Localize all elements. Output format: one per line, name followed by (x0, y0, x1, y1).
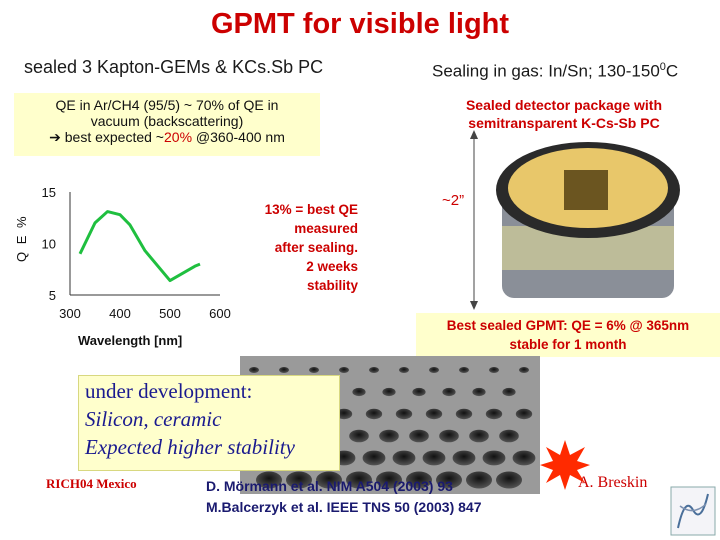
reference-1: D. Mörmann et al. NIM A504 (2003) 93 (206, 478, 453, 494)
chart-y-tick-label: 15 (42, 185, 56, 200)
qe-note-highlight: 20% (164, 129, 193, 145)
sem-hole (469, 429, 489, 443)
sem-hole (485, 408, 503, 420)
institute-logo-icon (670, 486, 716, 536)
chart-series (78, 210, 201, 283)
sem-hole (429, 367, 439, 373)
qe-note-line1: QE in Ar/CH4 (95/5) ~ 70% of QE in (55, 97, 279, 113)
sealing-note: 13% = best QE measured after sealing. 2 … (240, 200, 358, 295)
development-line2: Silicon, ceramic (85, 407, 222, 431)
conference-label: RICH04 Mexico (46, 476, 137, 491)
sem-hole (395, 408, 413, 420)
sem-hole (376, 471, 402, 489)
sem-hole (466, 471, 492, 489)
chart-ylabel: Q E % (14, 214, 29, 262)
chart-y-tick-label: 10 (42, 237, 56, 252)
sem-hole (379, 429, 399, 443)
sem-hole (339, 367, 349, 373)
chart-x-tick-label: 500 (159, 306, 181, 321)
sem-hole (382, 387, 396, 397)
qe-note-line3-suffix: @360-400 nm (192, 129, 285, 145)
sem-hole (499, 429, 519, 443)
starburst-icon (540, 440, 590, 490)
sem-hole (362, 450, 386, 466)
photocathode-square (564, 170, 608, 210)
sem-hole (412, 387, 426, 397)
development-line1: under development: (85, 379, 253, 403)
detector-package-photo (470, 130, 680, 310)
sem-hole (286, 471, 312, 489)
author-name: A. Breskin (578, 474, 648, 491)
sem-hole (409, 429, 429, 443)
best-gpmt-box: Best sealed GPMT: QE = 6% @ 365nm stable… (416, 313, 720, 357)
sem-hole (346, 471, 372, 489)
sealing-note-line: measured (294, 221, 358, 236)
sem-hole (365, 408, 383, 420)
best-gpmt-line2: stable for 1 month (509, 337, 627, 352)
sem-hole (452, 450, 476, 466)
sem-hole (406, 471, 432, 489)
sem-hole (442, 387, 456, 397)
package-note-line1: Sealed detector package with (465, 97, 663, 113)
sem-hole (489, 367, 499, 373)
subtitle-right-unit: C (665, 61, 679, 81)
size-label: ~2” (442, 192, 465, 209)
chart-x-tick-label: 300 (59, 306, 81, 321)
sealing-note-line: 2 weeks (306, 259, 358, 274)
development-line3: Expected higher stability (85, 435, 295, 459)
chart-xlabel: Wavelength [nm] (78, 333, 183, 348)
sem-hole (439, 429, 459, 443)
sem-hole (392, 450, 416, 466)
sealing-note-line: 13% = best QE (264, 202, 358, 217)
sem-hole (316, 471, 342, 489)
package-note: Sealed detector package with semitranspa… (438, 96, 690, 132)
sem-hole (369, 367, 379, 373)
sealing-note-line: after sealing. (274, 240, 358, 255)
chart-series-line (78, 210, 201, 283)
sem-hole (515, 408, 533, 420)
qe-note-line3: ➔ best expected ~20% @360-400 nm (14, 129, 320, 145)
sem-hole (502, 387, 516, 397)
sem-hole (352, 387, 366, 397)
best-gpmt-line1: Best sealed GPMT: QE = 6% @ 365nm (446, 318, 690, 333)
chart-y-tick-label: 5 (49, 288, 56, 303)
sem-hole (349, 429, 369, 443)
qe-note-line2: vacuum (backscattering) (90, 113, 244, 129)
references: D. Mörmann et al. NIM A504 (2003) 93 M.B… (206, 476, 481, 518)
sem-hole (512, 450, 536, 466)
qe-chart: 300 400 500 600 15 10 5 (42, 185, 231, 321)
chart-axes (69, 192, 220, 296)
development-box: under development: Silicon, ceramic Expe… (78, 375, 340, 471)
chart-x-tick-label: 600 (209, 306, 231, 321)
slide-title: GPMT for visible light (210, 8, 510, 40)
sem-hole (519, 367, 529, 373)
sem-hole (436, 471, 462, 489)
subtitle-left: sealed 3 Kapton-GEMs & KCs.Sb PC (24, 57, 324, 77)
subtitle-right: Sealing in gas: In/Sn; 130-1500C (432, 61, 678, 82)
sem-hole (455, 408, 473, 420)
subtitle-right-sup: 0 (659, 61, 666, 73)
dimension-arrow-top-icon (470, 130, 478, 139)
arrow-right-icon: ➔ (49, 129, 61, 145)
package-note-line2: semitransparent K-Cs-Sb PC (468, 115, 660, 131)
sem-hole (279, 367, 289, 373)
sem-hole (459, 367, 469, 373)
subtitle-right-text: Sealing in gas: In/Sn; 130-150 (432, 61, 660, 81)
sem-hole (422, 450, 446, 466)
chart-x-tick-label: 400 (109, 306, 131, 321)
sem-hole (425, 408, 443, 420)
chart-ticks: 300 400 500 600 15 10 5 (42, 185, 231, 321)
qe-note-line3-prefix: best expected ~ (64, 129, 164, 145)
sem-hole (309, 367, 319, 373)
qe-note-box: QE in Ar/CH4 (95/5) ~ 70% of QE in vacuu… (14, 93, 320, 156)
sem-hole (399, 367, 409, 373)
sealing-note-line: stability (306, 278, 358, 293)
sem-hole (249, 367, 259, 373)
sem-hole (256, 471, 282, 489)
sem-hole (496, 471, 522, 489)
sem-hole (472, 387, 486, 397)
sem-hole (482, 450, 506, 466)
reference-2: M.Balcerzyk et al. IEEE TNS 50 (2003) 84… (206, 499, 482, 515)
dimension-arrow-bottom-icon (470, 301, 478, 310)
